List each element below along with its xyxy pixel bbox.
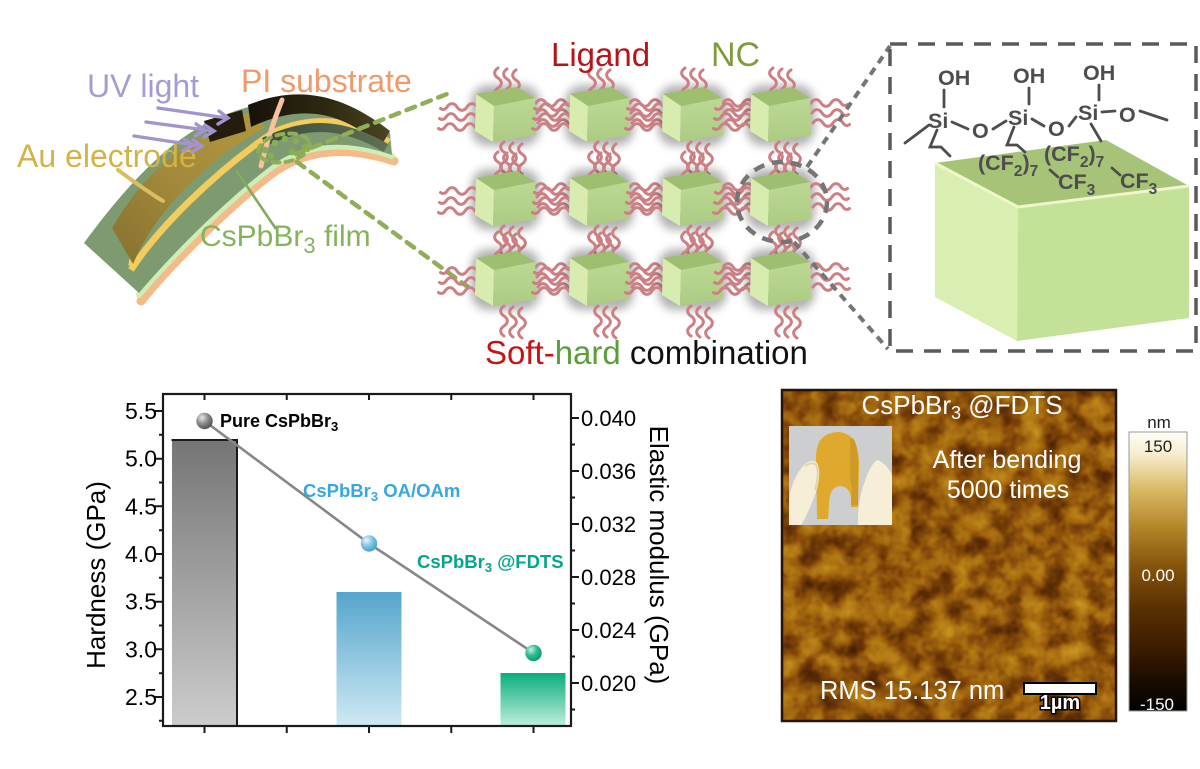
- svg-text:Hardness (GPa): Hardness (GPa): [81, 481, 111, 669]
- svg-text:PI substrate: PI substrate: [241, 63, 412, 99]
- svg-text:Si: Si: [1078, 101, 1098, 125]
- svg-text:CsPbBr3 @FDTS: CsPbBr3 @FDTS: [861, 390, 1062, 423]
- svg-text:3.5: 3.5: [125, 589, 157, 615]
- svg-text:150: 150: [1144, 437, 1172, 456]
- svg-text:Si: Si: [928, 109, 948, 133]
- svg-text:OH: OH: [938, 66, 970, 90]
- svg-text:OH: OH: [1083, 61, 1115, 85]
- svg-text:3.0: 3.0: [125, 636, 157, 662]
- svg-text:0.028: 0.028: [581, 565, 636, 590]
- svg-text:CsPbBr3 @FDTS: CsPbBr3 @FDTS: [417, 551, 564, 575]
- svg-text:0.040: 0.040: [581, 406, 636, 431]
- svg-text:CsPbBr3 film: CsPbBr3 film: [200, 220, 371, 258]
- svg-text:0.024: 0.024: [581, 618, 636, 643]
- svg-text:Soft-hard combination: Soft-hard combination: [485, 334, 808, 371]
- svg-text:0.00: 0.00: [1141, 566, 1174, 585]
- svg-text:O: O: [1119, 103, 1136, 127]
- svg-text:Ligand: Ligand: [551, 36, 650, 73]
- svg-text:RMS 15.137 nm: RMS 15.137 nm: [820, 677, 1004, 705]
- svg-text:O: O: [972, 119, 989, 143]
- svg-text:Pure CsPbBr3: Pure CsPbBr3: [220, 411, 338, 434]
- svg-text:4.5: 4.5: [125, 493, 157, 519]
- svg-text:nm: nm: [1147, 413, 1171, 432]
- svg-text:1µm: 1µm: [1040, 692, 1080, 714]
- svg-text:4.0: 4.0: [125, 541, 157, 567]
- svg-text:5000 times: 5000 times: [947, 476, 1069, 504]
- svg-text:5.5: 5.5: [125, 398, 157, 424]
- svg-text:5.0: 5.0: [125, 446, 157, 472]
- svg-text:O: O: [1048, 117, 1065, 141]
- svg-text:2.5: 2.5: [125, 684, 157, 710]
- svg-text:0.032: 0.032: [581, 512, 636, 537]
- svg-text:After bending: After bending: [933, 446, 1082, 474]
- svg-text:Si: Si: [1008, 106, 1028, 130]
- svg-text:CsPbBr3 OA/OAm: CsPbBr3 OA/OAm: [303, 480, 460, 504]
- svg-text:0.036: 0.036: [581, 459, 636, 484]
- svg-text:OH: OH: [1013, 64, 1045, 88]
- svg-text:Au electrode: Au electrode: [17, 138, 197, 174]
- svg-text:Elastic modulus (GPa): Elastic modulus (GPa): [644, 426, 674, 685]
- svg-text:-150: -150: [1140, 695, 1174, 714]
- svg-text:NC: NC: [711, 36, 760, 74]
- svg-text:0.020: 0.020: [581, 671, 636, 696]
- svg-text:UV light: UV light: [87, 68, 199, 104]
